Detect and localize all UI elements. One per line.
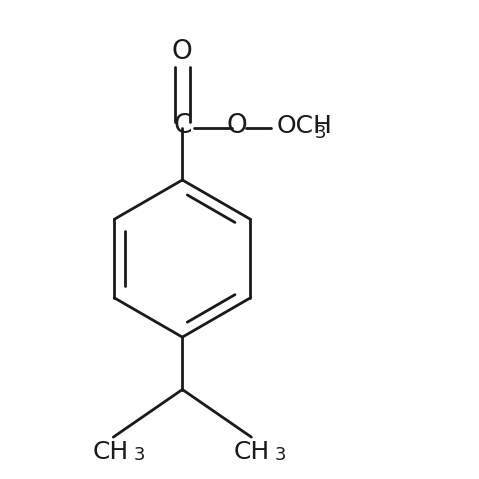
Text: C: C <box>173 113 192 139</box>
Text: 3: 3 <box>274 445 286 464</box>
Text: OCH: OCH <box>276 114 332 138</box>
Text: CH: CH <box>233 440 270 464</box>
Text: 3: 3 <box>314 125 326 142</box>
Text: O: O <box>227 113 248 139</box>
Text: CH: CH <box>93 440 129 464</box>
Text: O: O <box>172 39 193 65</box>
Text: 3: 3 <box>133 445 145 464</box>
